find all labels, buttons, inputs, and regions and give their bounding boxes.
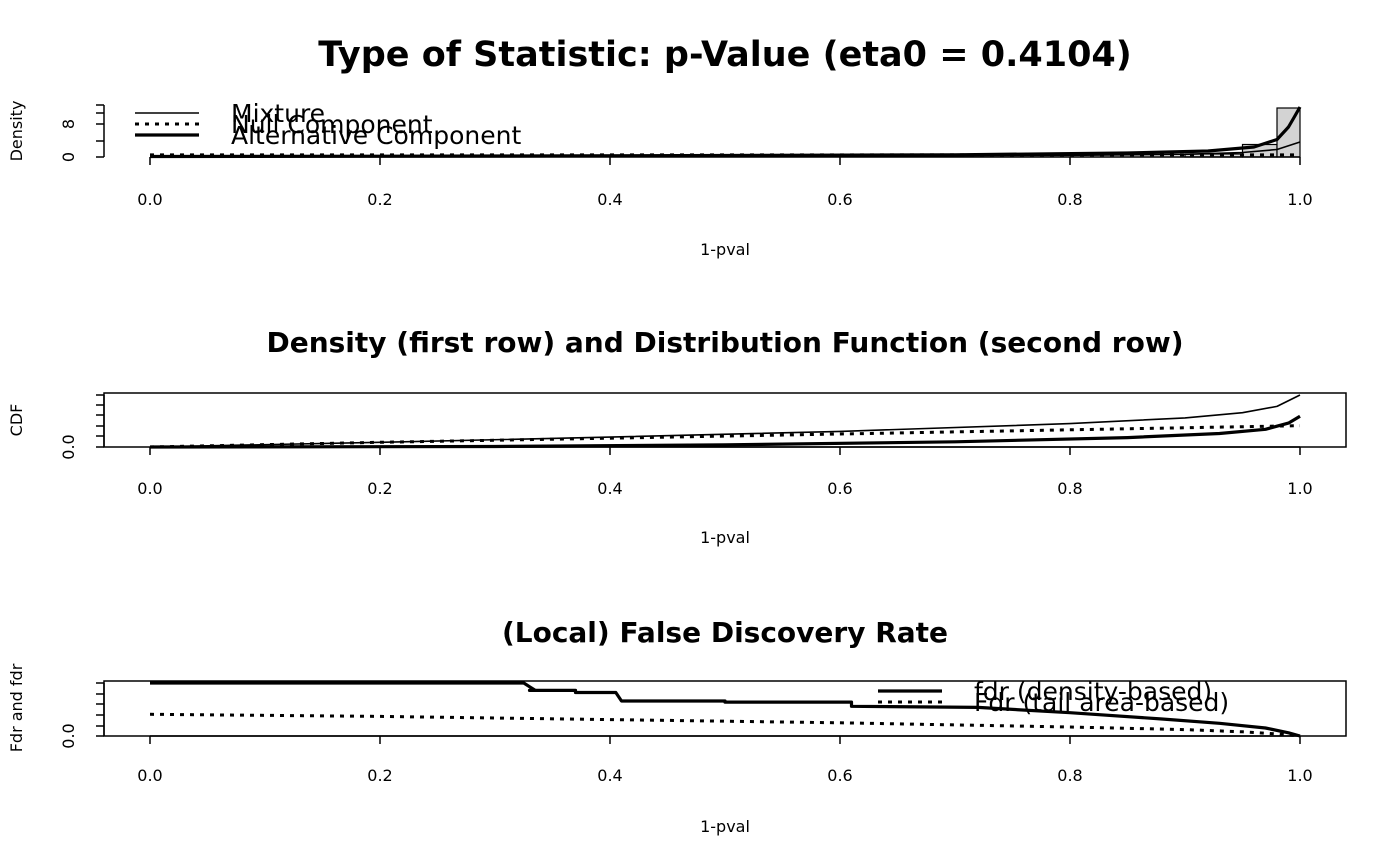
y-tick-label: 8 [59,119,78,129]
panel-3: 0.0 0.2 0.4 0.6 0.8 1.0 1-pval 0.0 Fdr and fdr fd… [7,663,1347,836]
y-axis-label: CDF [7,404,26,437]
panel-2-title: Density (first row) and Distribution Fun… [266,326,1183,359]
x-tick-label: 0.2 [367,766,392,785]
legend: fdr (density-based)Fdr (tail area-based) [878,677,1229,717]
y-axis-label: Fdr and fdr [7,663,26,752]
plot-frame [103,392,1347,448]
panel-1: 0.0 0.2 0.4 0.6 0.8 1.0 1-pval 0 8 Density Mixture… [7,99,1313,259]
series-line-fdr-tail-area-based [149,712,1301,738]
x-tick-label: 0.4 [597,479,622,498]
legend-label: Fdr (tail area-based) [974,688,1229,717]
y-tick-label: 0.0 [59,434,78,459]
series-line-fdr-density-based [150,681,1301,738]
panel-2: 0.0 0.2 0.4 0.6 0.8 1.0 1-pval 0.0 CDF [7,392,1347,547]
x-axis-label: 1-pval [700,817,750,836]
series-line-mixture [149,394,1301,448]
y-axis-label: Density [7,101,26,162]
x-tick-label: 0.2 [367,479,392,498]
x-tick-label: 0.8 [1057,479,1082,498]
legend-label: Null Component [231,110,433,139]
y-tick-label: 0.0 [59,723,78,748]
x-axis-label: 1-pval [700,240,750,259]
x-tick-label: 0.8 [1057,190,1082,209]
y-tick-label: 0 [59,152,78,162]
x-tick-label: 0.8 [1057,766,1082,785]
legend-label: Mixture [231,99,325,128]
x-tick-label: 0.0 [137,766,162,785]
x-tick-label: 0.4 [597,190,622,209]
x-tick-label: 0.0 [137,479,162,498]
x-tick-label: 0.2 [367,190,392,209]
series-line-null-component [149,424,1301,449]
series-line-alternative-component [149,414,1301,449]
chart-panels: 0.0 0.2 0.4 0.6 0.8 1.0 1-pval 0 8 Density Mixture… [7,99,1347,836]
x-tick-label: 1.0 [1287,190,1312,209]
legend-label: fdr (density-based) [974,677,1212,706]
legend-label: Alternative Component [231,121,521,150]
x-tick-label: 0.4 [597,766,622,785]
x-tick-label: 1.0 [1287,766,1312,785]
x-tick-label: 0.6 [827,479,852,498]
x-tick-label: 0.6 [827,766,852,785]
page-title: Type of Statistic: p-Value (eta0 = 0.410… [318,35,1132,75]
x-tick-label: 1.0 [1287,479,1312,498]
x-tick-label: 0.0 [137,190,162,209]
x-tick-label: 0.6 [827,190,852,209]
series-line-alternative-component [149,106,1302,159]
panel-3-title: (Local) False Discovery Rate [502,616,948,649]
x-axis-label: 1-pval [700,528,750,547]
